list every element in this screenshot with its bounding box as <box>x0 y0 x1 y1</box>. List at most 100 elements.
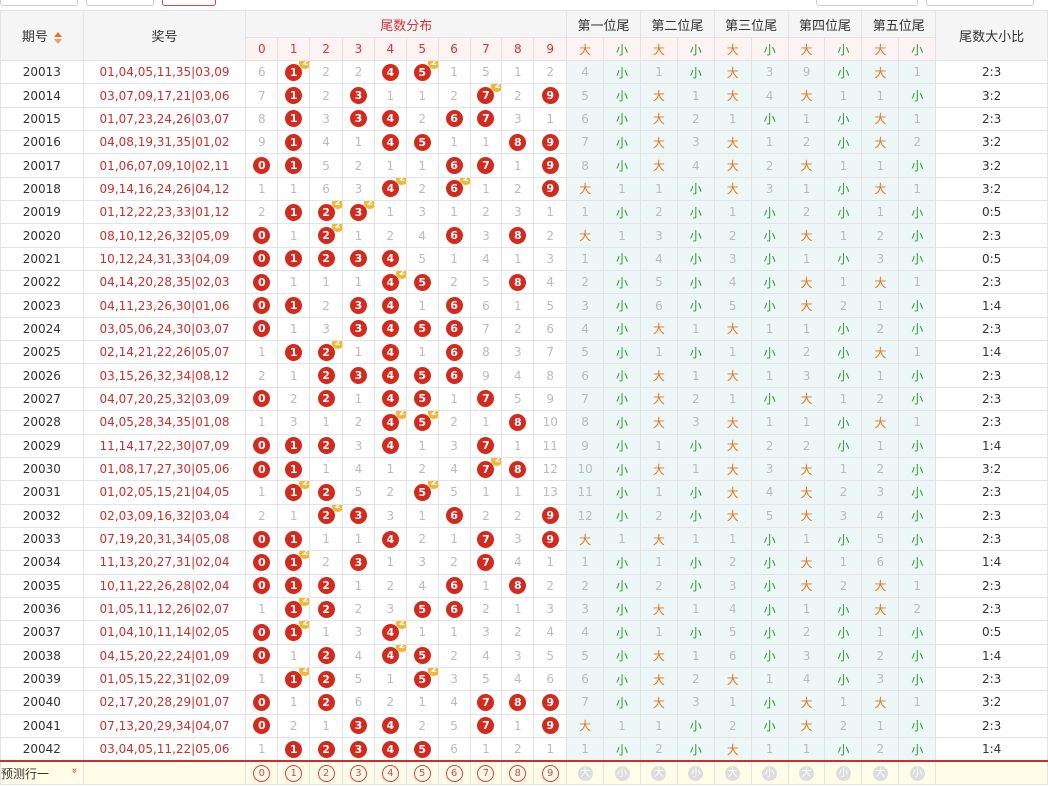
predict-pos4-big[interactable]: 大 <box>799 766 815 782</box>
hit-ball: 9 <box>541 717 559 735</box>
front-numbers: 10,12,24,31,33 <box>99 251 192 266</box>
digit-hit-cell: 6 <box>437 223 471 248</box>
ratio-cell: 2:3 <box>935 386 1048 412</box>
repeat-count-badge: 2 <box>395 178 406 186</box>
pos5-big-cell: 1 <box>861 363 900 388</box>
pos1-small-cell: 小 <box>603 573 641 598</box>
predict-pos4-small-cell[interactable]: 小 <box>824 760 863 786</box>
pos4-big-cell: 大 <box>787 480 826 505</box>
predict-digit-9[interactable]: 9 <box>541 764 559 782</box>
predict-label-cell[interactable]: 预测行一 » <box>0 760 84 786</box>
issue-cell: 20027 <box>0 386 84 412</box>
separator: | <box>191 672 196 687</box>
predict-digit-cell[interactable]: 6 <box>437 760 471 786</box>
predict-pos3-small[interactable]: 小 <box>762 766 778 782</box>
pos1-small-cell: 小 <box>603 433 641 458</box>
hit-ball: 1 <box>285 740 303 758</box>
digit-hit-cell: 9 <box>533 690 568 715</box>
table-row: 20037 01,04,10,11,14|02,05 0 1 2 1 3 4 2 1 1 3 2 4 4 小 1… <box>0 620 1048 645</box>
predict-pos5-big[interactable]: 大 <box>872 766 888 782</box>
predict-digit-cell[interactable]: 5 <box>405 760 439 786</box>
predict-digit-cell[interactable]: 1 <box>277 760 311 786</box>
pos5-small-cell: 小 <box>898 83 937 108</box>
ratio-cell: 2:3 <box>935 480 1048 505</box>
table-row: 20020 08,10,12,26,32|05,09 0 1 2 2 1 2 4 6 3 8 2 大 1 3 小… <box>0 223 1048 248</box>
draw-header: 奖号 <box>82 10 247 61</box>
pos3-small-cell: 小 <box>750 526 789 552</box>
ratio-cell: 2:3 <box>935 106 1048 132</box>
draw-cell: 09,14,16,24,26|04,12 <box>82 176 247 202</box>
predict-pos2-small[interactable]: 小 <box>688 766 704 782</box>
hit-ball: 3 <box>349 297 367 315</box>
predict-digit-0[interactable]: 0 <box>253 764 271 782</box>
back-numbers: 01,12 <box>195 205 230 220</box>
digit-hit-cell: 8 <box>501 223 535 248</box>
front-numbers: 04,14,20,28,35 <box>99 275 192 290</box>
predict-digit-cell[interactable]: 0 <box>245 760 279 786</box>
pos1-small-cell: 小 <box>603 270 641 295</box>
ratio-cell: 3:2 <box>935 153 1048 178</box>
hit-ball: 6 <box>445 343 463 361</box>
ratio-cell: 1:4 <box>935 293 1048 318</box>
predict-digit-5[interactable]: 5 <box>413 764 431 782</box>
digit-hit-cell: 9 <box>533 83 568 108</box>
filter-box-2[interactable] <box>86 0 154 6</box>
predict-pos5-small-cell[interactable]: 小 <box>898 760 937 786</box>
predict-digit-8[interactable]: 8 <box>509 764 527 782</box>
hit-ball: 9 <box>541 133 559 151</box>
predict-digit-2[interactable]: 2 <box>317 764 335 782</box>
predict-pos1-small-cell[interactable]: 小 <box>603 760 641 786</box>
pos2-small-cell: 小 <box>676 713 715 738</box>
digit-miss-cell: 6 <box>533 316 568 342</box>
predict-pos2-big[interactable]: 大 <box>651 766 667 782</box>
pos3-big-cell: 大 <box>713 736 752 762</box>
option-box-1[interactable] <box>816 0 918 6</box>
ratio-cell: 2:3 <box>935 713 1048 738</box>
predict-pos3-big[interactable]: 大 <box>725 766 741 782</box>
predict-pos2-big-cell[interactable]: 大 <box>639 760 678 786</box>
digit-miss-cell: 1 <box>501 433 535 458</box>
predict-pos1-big-cell[interactable]: 大 <box>566 760 605 786</box>
predict-digit-cell[interactable]: 3 <box>342 760 375 786</box>
predict-pos2-small-cell[interactable]: 小 <box>676 760 715 786</box>
predict-pos3-small-cell[interactable]: 小 <box>750 760 789 786</box>
predict-digit-7[interactable]: 7 <box>477 764 495 782</box>
predict-digit-cell[interactable]: 2 <box>309 760 344 786</box>
predict-pos5-big-cell[interactable]: 大 <box>861 760 900 786</box>
predict-pos3-big-cell[interactable]: 大 <box>713 760 752 786</box>
pos3-small-cell: 2 <box>750 153 789 178</box>
sort-icon[interactable] <box>53 31 62 44</box>
predict-pos5-small[interactable]: 小 <box>909 766 925 782</box>
pos3-small-header: 小 <box>750 37 789 61</box>
filter-box-active[interactable] <box>162 0 216 6</box>
predict-digit-cell[interactable]: 4 <box>373 760 407 786</box>
repeat-count-badge: 2 <box>395 621 406 629</box>
predict-digit-cell[interactable]: 9 <box>533 760 568 786</box>
pos5-big-cell: 1 <box>861 713 900 738</box>
predict-pos4-big-cell[interactable]: 大 <box>787 760 826 786</box>
predict-digit-cell[interactable]: 7 <box>469 760 503 786</box>
predict-pos1-big[interactable]: 大 <box>577 766 593 782</box>
digit-miss-cell: 3 <box>533 596 568 622</box>
predict-digit-3[interactable]: 3 <box>349 764 367 782</box>
predict-pos1-small[interactable]: 小 <box>614 766 630 782</box>
predict-digit-4[interactable]: 4 <box>381 764 399 782</box>
issue-cell: 20021 <box>0 246 84 272</box>
digit-miss-cell: 1 <box>501 713 535 738</box>
predict-digit-1[interactable]: 1 <box>285 764 303 782</box>
double-chevron-down-icon[interactable]: » <box>68 767 80 774</box>
option-box-2[interactable] <box>926 0 1034 6</box>
digit-miss-cell: 1 <box>342 340 375 365</box>
issue-header[interactable]: 期号 <box>0 10 84 61</box>
predict-digit-6[interactable]: 6 <box>445 764 463 782</box>
filter-box-1[interactable] <box>0 0 78 6</box>
table-row: 20034 11,13,20,27,31|02,04 0 1 2 2 3 1 3 2 7 4 1 1 小 1 小… <box>0 550 1048 575</box>
predict-pos4-small[interactable]: 小 <box>835 766 851 782</box>
pos5-small-cell: 小 <box>898 620 937 645</box>
predict-digit-cell[interactable]: 8 <box>501 760 535 786</box>
pos2-big-cell: 2 <box>639 736 678 762</box>
issue-cell: 20034 <box>0 550 84 575</box>
